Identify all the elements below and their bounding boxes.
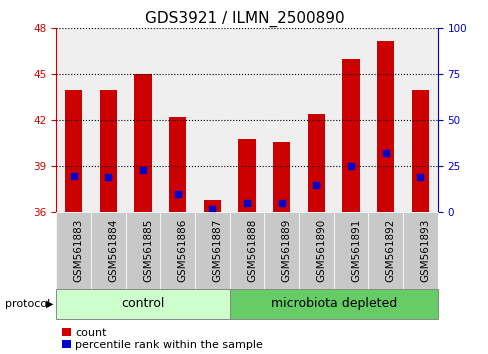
Bar (100, 90, 117, 212)
Text: GDS3921 / ILMN_2500890: GDS3921 / ILMN_2500890 (144, 11, 344, 27)
Bar (56, 28, 91, 212)
Bar (411, 90, 428, 212)
Text: GSM561888: GSM561888 (246, 219, 256, 282)
Text: ▶: ▶ (46, 298, 54, 309)
Bar (203, 200, 221, 212)
Bar (402, 28, 437, 212)
Legend: count, percentile rank within the sample: count, percentile rank within the sample (61, 328, 263, 350)
Text: GSM561885: GSM561885 (142, 219, 153, 282)
Text: GSM561890: GSM561890 (316, 219, 325, 282)
Text: GSM561884: GSM561884 (108, 219, 118, 282)
Text: protocol: protocol (5, 298, 50, 309)
Point (277, 200, 285, 206)
Text: GSM561887: GSM561887 (212, 219, 222, 282)
Bar (367, 28, 402, 212)
Point (139, 167, 146, 173)
Bar (91, 28, 125, 212)
Bar (238, 139, 255, 212)
Point (69, 173, 77, 178)
Bar (342, 59, 359, 212)
Point (346, 164, 354, 169)
Bar (195, 28, 229, 212)
Bar (65, 90, 82, 212)
Bar (272, 142, 290, 212)
Text: GSM561889: GSM561889 (281, 219, 291, 282)
Text: GSM561892: GSM561892 (385, 219, 395, 282)
Bar (376, 41, 393, 212)
Point (104, 175, 112, 180)
Text: microbiota depleted: microbiota depleted (270, 297, 396, 310)
Text: GSM561883: GSM561883 (73, 219, 83, 282)
Text: GSM561893: GSM561893 (420, 219, 429, 282)
Bar (134, 74, 151, 212)
Point (208, 206, 216, 212)
Bar (229, 28, 264, 212)
Bar (125, 28, 160, 212)
Bar (264, 28, 298, 212)
Point (312, 182, 320, 188)
Bar (333, 28, 367, 212)
Bar (160, 28, 195, 212)
Point (243, 200, 250, 206)
Point (416, 175, 424, 180)
Bar (307, 114, 325, 212)
Bar (168, 117, 186, 212)
Text: control: control (121, 297, 164, 310)
Point (173, 191, 181, 197)
Point (381, 151, 389, 156)
Text: GSM561886: GSM561886 (177, 219, 187, 282)
Text: GSM561891: GSM561891 (350, 219, 360, 282)
Bar (298, 28, 333, 212)
